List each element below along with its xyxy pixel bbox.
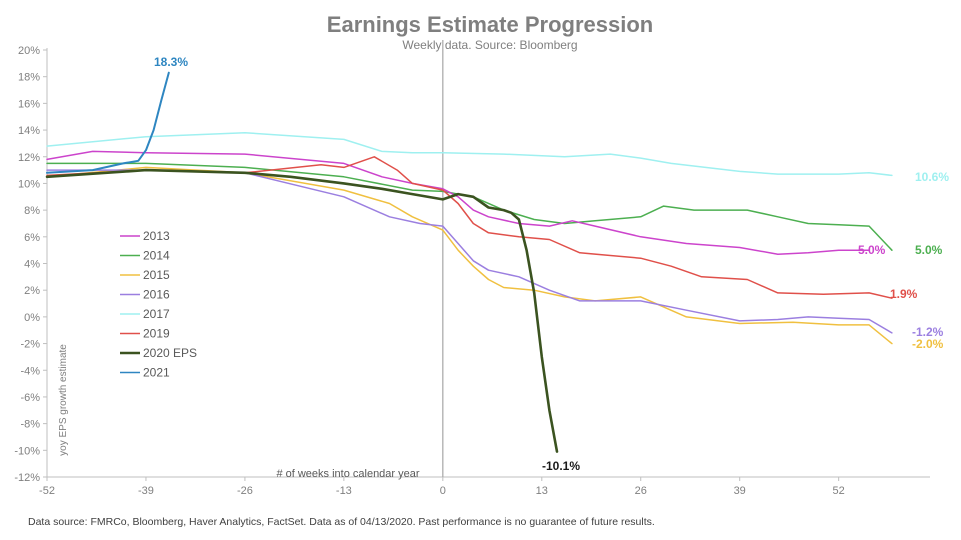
y-tick-label: 14% bbox=[18, 125, 40, 137]
y-tick-label: 4% bbox=[24, 259, 40, 271]
series-line-2014 bbox=[46, 162, 893, 251]
chart-title: Earnings Estimate Progression bbox=[327, 12, 653, 37]
chart-subtitle: Weekly data. Source: Bloomberg bbox=[402, 38, 577, 52]
y-tick-label: -6% bbox=[20, 392, 40, 404]
end-label-2019: 1.9% bbox=[890, 287, 918, 301]
y-tick-label: 8% bbox=[24, 205, 40, 217]
end-label-2015: -2.0% bbox=[912, 337, 944, 351]
legend: 2013 2014 2015 2016 2017 2019 2020 EPS 2021 bbox=[120, 229, 197, 380]
series-line-2013 bbox=[46, 150, 870, 255]
legend-label: 2015 bbox=[143, 268, 170, 282]
x-tick-label: 39 bbox=[734, 485, 746, 497]
legend-label: 2014 bbox=[143, 249, 170, 263]
x-tick-label: 26 bbox=[635, 485, 647, 497]
y-axis-label: yoy EPS growth estimate bbox=[58, 344, 69, 456]
series-layer bbox=[45, 71, 893, 453]
legend-label: 2017 bbox=[143, 307, 170, 321]
y-tick-label: 6% bbox=[24, 232, 40, 244]
end-label-2016: -1.2% bbox=[912, 325, 944, 339]
series-line-2019 bbox=[46, 156, 893, 299]
legend-label: 2019 bbox=[143, 327, 170, 341]
y-tick-label: 20% bbox=[18, 45, 40, 57]
y-tick-label: 10% bbox=[18, 178, 40, 190]
x-tick-label: -39 bbox=[138, 485, 154, 497]
y-tick-label: -12% bbox=[14, 472, 40, 484]
legend-label: 2020 EPS bbox=[143, 346, 197, 360]
series-line-2020-eps bbox=[45, 168, 559, 453]
legend-label: 2013 bbox=[143, 229, 170, 243]
y-tick-label: 18% bbox=[18, 72, 40, 84]
y-tick-label: -8% bbox=[20, 419, 40, 431]
series-line-2015 bbox=[46, 166, 893, 345]
legend-label: 2016 bbox=[143, 288, 170, 302]
y-tick-label: -10% bbox=[14, 445, 40, 457]
x-tick-label: 13 bbox=[536, 485, 548, 497]
y-tick-label: 2% bbox=[24, 285, 40, 297]
legend-label: 2021 bbox=[143, 366, 170, 380]
end-label-2017: 10.6% bbox=[915, 170, 949, 184]
series-line-2017 bbox=[46, 131, 893, 177]
y-tick-label: 16% bbox=[18, 98, 40, 110]
x-tick-label: -26 bbox=[237, 485, 253, 497]
x-tick-label: 0 bbox=[440, 485, 446, 497]
end-label-2014: 5.0% bbox=[915, 243, 943, 257]
y-tick-label: -2% bbox=[20, 339, 40, 351]
end-labels: 5.0% 5.0% -2.0%-1.2% 10.6% 1.9% -10.1% 18.3% bbox=[154, 55, 949, 473]
x-tick-label: 52 bbox=[833, 485, 845, 497]
series-line-2016 bbox=[46, 169, 893, 334]
x-tick-label: -13 bbox=[336, 485, 352, 497]
earnings-estimate-chart: Earnings Estimate Progression Weekly dat… bbox=[14, 12, 949, 497]
series-line-2021 bbox=[46, 71, 170, 174]
x-axis-label: # of weeks into calendar year bbox=[276, 468, 419, 480]
axes: 20% 18% 16% 14% 12% 10% 8% 6% 4% 2% 0% -2% -4% -6% -8%… bbox=[14, 40, 930, 497]
x-tick-label: -52 bbox=[39, 485, 55, 497]
y-tick-label: 12% bbox=[18, 152, 40, 164]
y-tick-label: 0% bbox=[24, 312, 40, 324]
footer-note: Data source: FMRCo, Bloomberg, Haver Ana… bbox=[28, 516, 655, 528]
y-tick-label: -4% bbox=[20, 365, 40, 377]
end-label-2021: 18.3% bbox=[154, 55, 188, 69]
end-label-2013: 5.0% bbox=[858, 243, 886, 257]
end-label-2020-eps: -10.1% bbox=[542, 459, 580, 473]
